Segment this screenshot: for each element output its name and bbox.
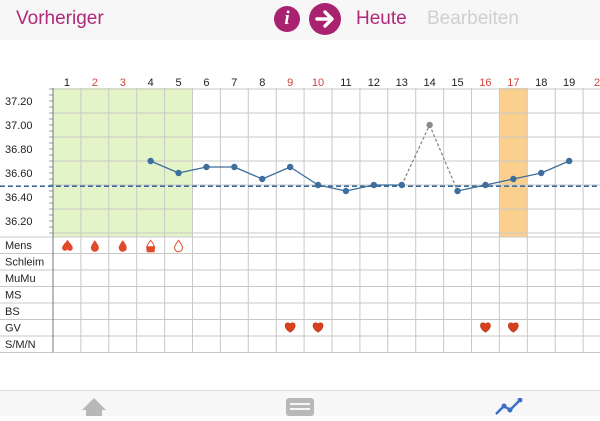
x-tick-label: 9 xyxy=(287,77,293,89)
previous-button[interactable]: Vorheriger xyxy=(16,8,104,29)
excluded-segment xyxy=(429,124,459,192)
info-icon[interactable]: i xyxy=(274,6,300,32)
heart-shape xyxy=(480,322,491,333)
chart-icon[interactable] xyxy=(494,397,524,421)
series-segment xyxy=(150,160,179,174)
blood-drop-icon xyxy=(90,240,99,252)
drop-shape xyxy=(174,239,184,253)
row-label: S/M/N xyxy=(5,339,36,351)
top-bar xyxy=(0,0,600,40)
x-tick-label: 12 xyxy=(368,77,380,89)
y-tick-label: 36.60 xyxy=(5,168,33,180)
heart-icon xyxy=(508,322,519,333)
x-tick-label: 8 xyxy=(259,77,265,89)
data-point xyxy=(538,169,545,177)
heart-icon xyxy=(284,322,296,333)
row-label: MuMu xyxy=(5,273,36,285)
edit-button[interactable]: Bearbeiten xyxy=(427,8,519,29)
data-point xyxy=(426,121,433,129)
data-point xyxy=(482,181,489,189)
y-tick-label: 36.80 xyxy=(5,144,33,156)
x-tick-label: 2 xyxy=(594,77,600,89)
period-shade xyxy=(164,88,193,237)
x-tick-label: 2 xyxy=(92,77,98,89)
series-segment xyxy=(234,166,263,180)
series-segment xyxy=(289,166,319,186)
drop-shape xyxy=(118,240,127,252)
x-tick-label: 10 xyxy=(312,77,324,89)
data-point xyxy=(370,181,378,189)
list-icon[interactable] xyxy=(286,398,314,421)
series-segment xyxy=(540,160,570,174)
excluded-segment xyxy=(401,124,431,186)
x-tick-label: 3 xyxy=(120,77,126,89)
arrow-right-icon[interactable] xyxy=(309,3,341,35)
data-point xyxy=(454,187,461,195)
period-shade xyxy=(108,88,137,237)
today-button[interactable]: Heute xyxy=(356,8,407,29)
x-tick-label: 14 xyxy=(424,77,436,89)
y-tick-label: 37.00 xyxy=(5,120,33,132)
highlight-day-shade xyxy=(499,88,528,237)
series-segment xyxy=(513,172,542,180)
row-label: BS xyxy=(5,306,20,318)
series-segment xyxy=(457,184,486,192)
data-point xyxy=(286,163,294,171)
data-point xyxy=(342,187,350,195)
x-tick-label: 15 xyxy=(451,77,463,89)
data-point xyxy=(314,181,322,189)
x-tick-label: 7 xyxy=(231,77,237,89)
row-label: Schleim xyxy=(5,257,44,269)
data-point xyxy=(203,163,210,171)
x-tick-label: 18 xyxy=(535,77,547,89)
data-point xyxy=(510,175,517,183)
blood-drop-half-icon xyxy=(146,239,156,253)
y-tick-label: 36.40 xyxy=(5,192,33,204)
blood-drops-icon xyxy=(62,239,73,251)
x-tick-label: 19 xyxy=(563,77,575,89)
x-tick-label: 4 xyxy=(148,77,154,89)
series-segment xyxy=(317,184,347,192)
data-point xyxy=(565,157,573,165)
row-label: GV xyxy=(5,323,22,335)
period-shade xyxy=(53,88,81,237)
x-tick-label: 11 xyxy=(340,77,351,89)
heart-icon xyxy=(480,322,491,333)
home-icon[interactable] xyxy=(80,396,108,421)
heart-shape xyxy=(312,322,324,333)
row-label: Mens xyxy=(5,240,32,252)
period-shade xyxy=(80,88,109,237)
data-point xyxy=(175,169,182,177)
x-tick-label: 1 xyxy=(64,77,70,89)
drop-shape xyxy=(90,240,99,252)
drop-fill xyxy=(146,246,155,253)
cycle-chart[interactable]: 1 2 3 4 5 6 7 8 9 10 11 12 13 14 15 16 17 18 19 237.2037.00… xyxy=(0,40,600,365)
series-segment xyxy=(345,184,374,192)
blood-drop-icon xyxy=(118,240,127,252)
x-tick-label: 17 xyxy=(507,77,519,89)
data-point xyxy=(259,175,266,183)
data-point xyxy=(398,181,405,189)
x-tick-label: 6 xyxy=(203,77,209,89)
drop-shape xyxy=(64,239,71,248)
series-segment xyxy=(178,166,207,174)
heart-shape xyxy=(508,322,519,333)
heart-icon xyxy=(312,322,324,333)
series-segment xyxy=(261,166,291,180)
data-point xyxy=(231,163,238,171)
blood-drop-outline-icon xyxy=(174,239,184,253)
x-tick-label: 5 xyxy=(175,77,181,89)
series-segment xyxy=(485,178,514,186)
heart-shape xyxy=(284,322,296,333)
x-tick-label: 16 xyxy=(479,77,491,89)
row-label: MS xyxy=(5,290,22,302)
y-tick-label: 37.20 xyxy=(5,96,33,108)
x-tick-label: 13 xyxy=(396,77,408,89)
y-tick-label: 36.20 xyxy=(5,216,33,228)
data-point xyxy=(147,157,154,165)
